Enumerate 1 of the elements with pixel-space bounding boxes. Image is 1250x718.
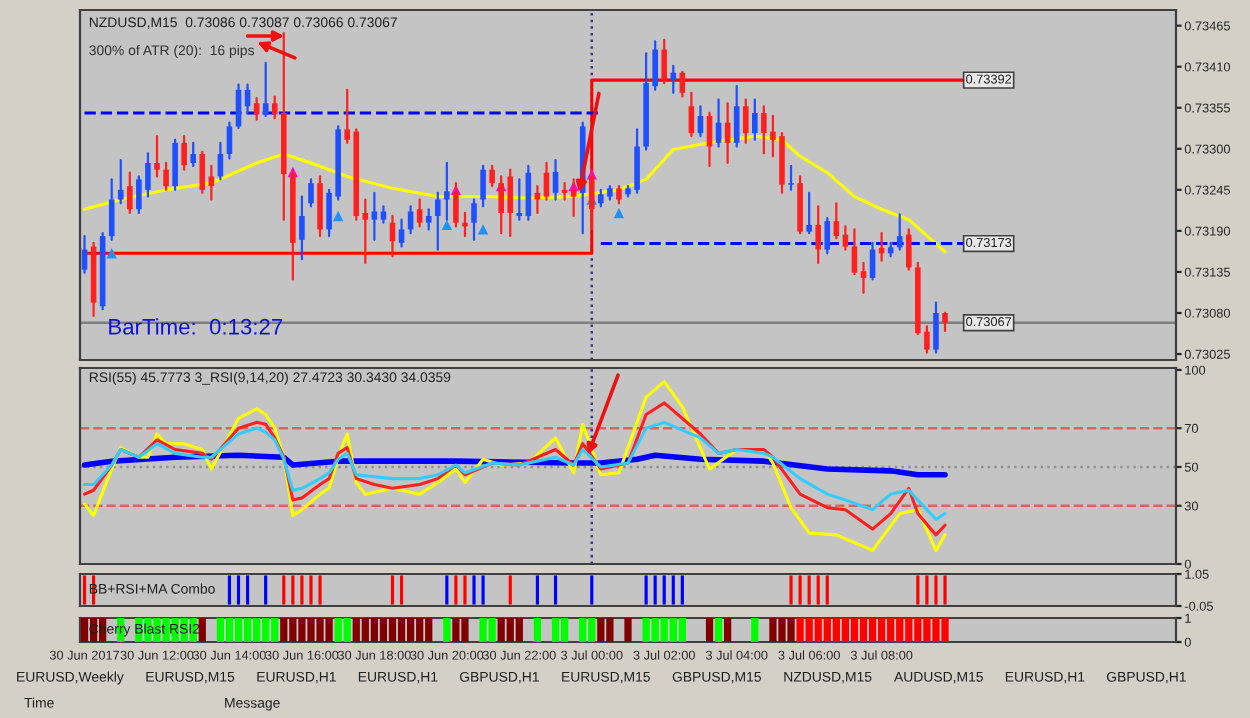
annotation: BarTime: 0:13:27 (109, 318, 283, 335)
